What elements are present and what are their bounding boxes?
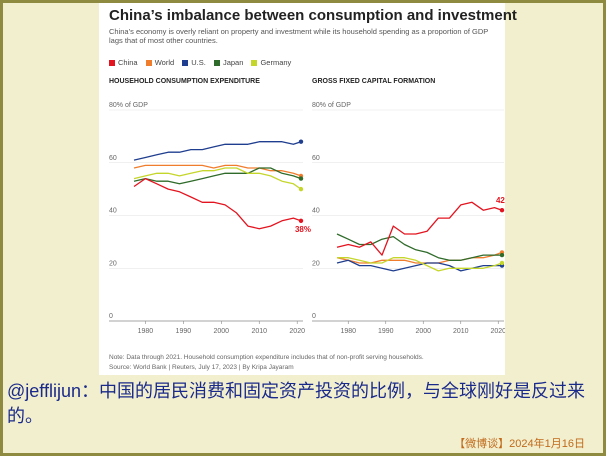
- y-tick-label: 40: [312, 208, 320, 215]
- y-tick-label: 80% of GDP: [109, 102, 148, 109]
- x-tick-label: 1980: [340, 328, 356, 335]
- chart-graphic: China’s imbalance between consumption an…: [99, 3, 517, 375]
- chart-title: China’s imbalance between consumption an…: [109, 7, 517, 24]
- legend: China World U.S. Japan Germany: [109, 58, 297, 67]
- x-tick-label: 2000: [415, 328, 431, 335]
- legend-label: U.S.: [191, 58, 206, 67]
- series-line-japan: [336, 233, 502, 261]
- series-endpoint: [499, 252, 505, 258]
- y-tick-label: 60: [109, 155, 117, 162]
- series-endpoint: [499, 208, 505, 213]
- caption-text: @jefflijun：中国的居民消费和固定资产投资的比例，与全球刚好是反过来的。: [7, 381, 585, 426]
- legend-label: Japan: [222, 58, 244, 67]
- series-endpoint: [298, 176, 304, 181]
- x-tick-label: 2020: [490, 328, 505, 335]
- china-end-label: 42%: [496, 196, 505, 205]
- weibo-caption: @jefflijun：中国的居民消费和固定资产投资的比例，与全球刚好是反过来的。: [7, 379, 599, 429]
- series-line-us: [133, 141, 302, 161]
- x-tick-label: 1980: [138, 328, 154, 335]
- series-line-china: [336, 201, 503, 256]
- china-end-label: 38%: [295, 225, 311, 234]
- legend-swatch: [182, 60, 189, 66]
- series-endpoint: [298, 218, 304, 223]
- series-endpoint: [298, 186, 304, 192]
- legend-swatch: [109, 60, 115, 66]
- y-tick-label: 20: [109, 260, 117, 267]
- legend-item-us: U.S.: [182, 58, 206, 67]
- legend-item-china: China: [109, 58, 138, 67]
- y-tick-label: 20: [312, 260, 320, 267]
- chart-source: Source: World Bank | Reuters, July 17, 2…: [109, 364, 294, 371]
- legend-item-germany: Germany: [251, 58, 291, 67]
- x-tick-label: 2010: [251, 328, 267, 335]
- series-line-japan: [133, 167, 302, 185]
- series-line-germany: [133, 167, 302, 190]
- legend-swatch: [251, 60, 258, 66]
- x-tick-label: 1990: [378, 328, 394, 335]
- y-tick-label: 60: [312, 155, 320, 162]
- screenshot-frame: China’s imbalance between consumption an…: [3, 3, 603, 453]
- panel-title-investment: GROSS FIXED CAPITAL FORMATION: [312, 78, 436, 85]
- legend-item-world: World: [145, 58, 175, 67]
- series-endpoint: [499, 260, 505, 266]
- y-tick-label: 40: [109, 208, 117, 215]
- series-endpoint: [298, 139, 304, 144]
- chart-plot-area: 0 20 40 60 80% of GDP 1980 1990 2000 2010 2020 38%…: [109, 102, 505, 335]
- y-tick-label: 80% of GDP: [312, 102, 351, 109]
- series-line-us: [336, 259, 502, 272]
- date-stamp: 【微博谈】2024年1月16日: [454, 438, 585, 450]
- x-tick-label: 2000: [214, 328, 230, 335]
- x-tick-label: 2010: [453, 328, 469, 335]
- y-tick-label: 0: [312, 313, 316, 320]
- series-line-china: [133, 177, 302, 230]
- series-line-germany: [337, 257, 503, 272]
- legend-label: China: [118, 58, 138, 67]
- x-tick-label: 2020: [289, 328, 305, 335]
- x-tick-label: 1990: [176, 328, 192, 335]
- legend-swatch: [213, 60, 220, 66]
- panel-title-consumption: HOUSEHOLD CONSUMPTION EXPENDITURE: [109, 78, 260, 85]
- chart-subtitle: China’s economy is overly reliant on pro…: [109, 27, 489, 45]
- legend-label: World: [154, 58, 175, 67]
- legend-item-japan: Japan: [213, 58, 244, 67]
- legend-swatch: [145, 60, 152, 66]
- chart-note: Note: Data through 2021. Household consu…: [109, 354, 424, 361]
- legend-label: Germany: [260, 58, 292, 67]
- y-tick-label: 0: [109, 313, 113, 320]
